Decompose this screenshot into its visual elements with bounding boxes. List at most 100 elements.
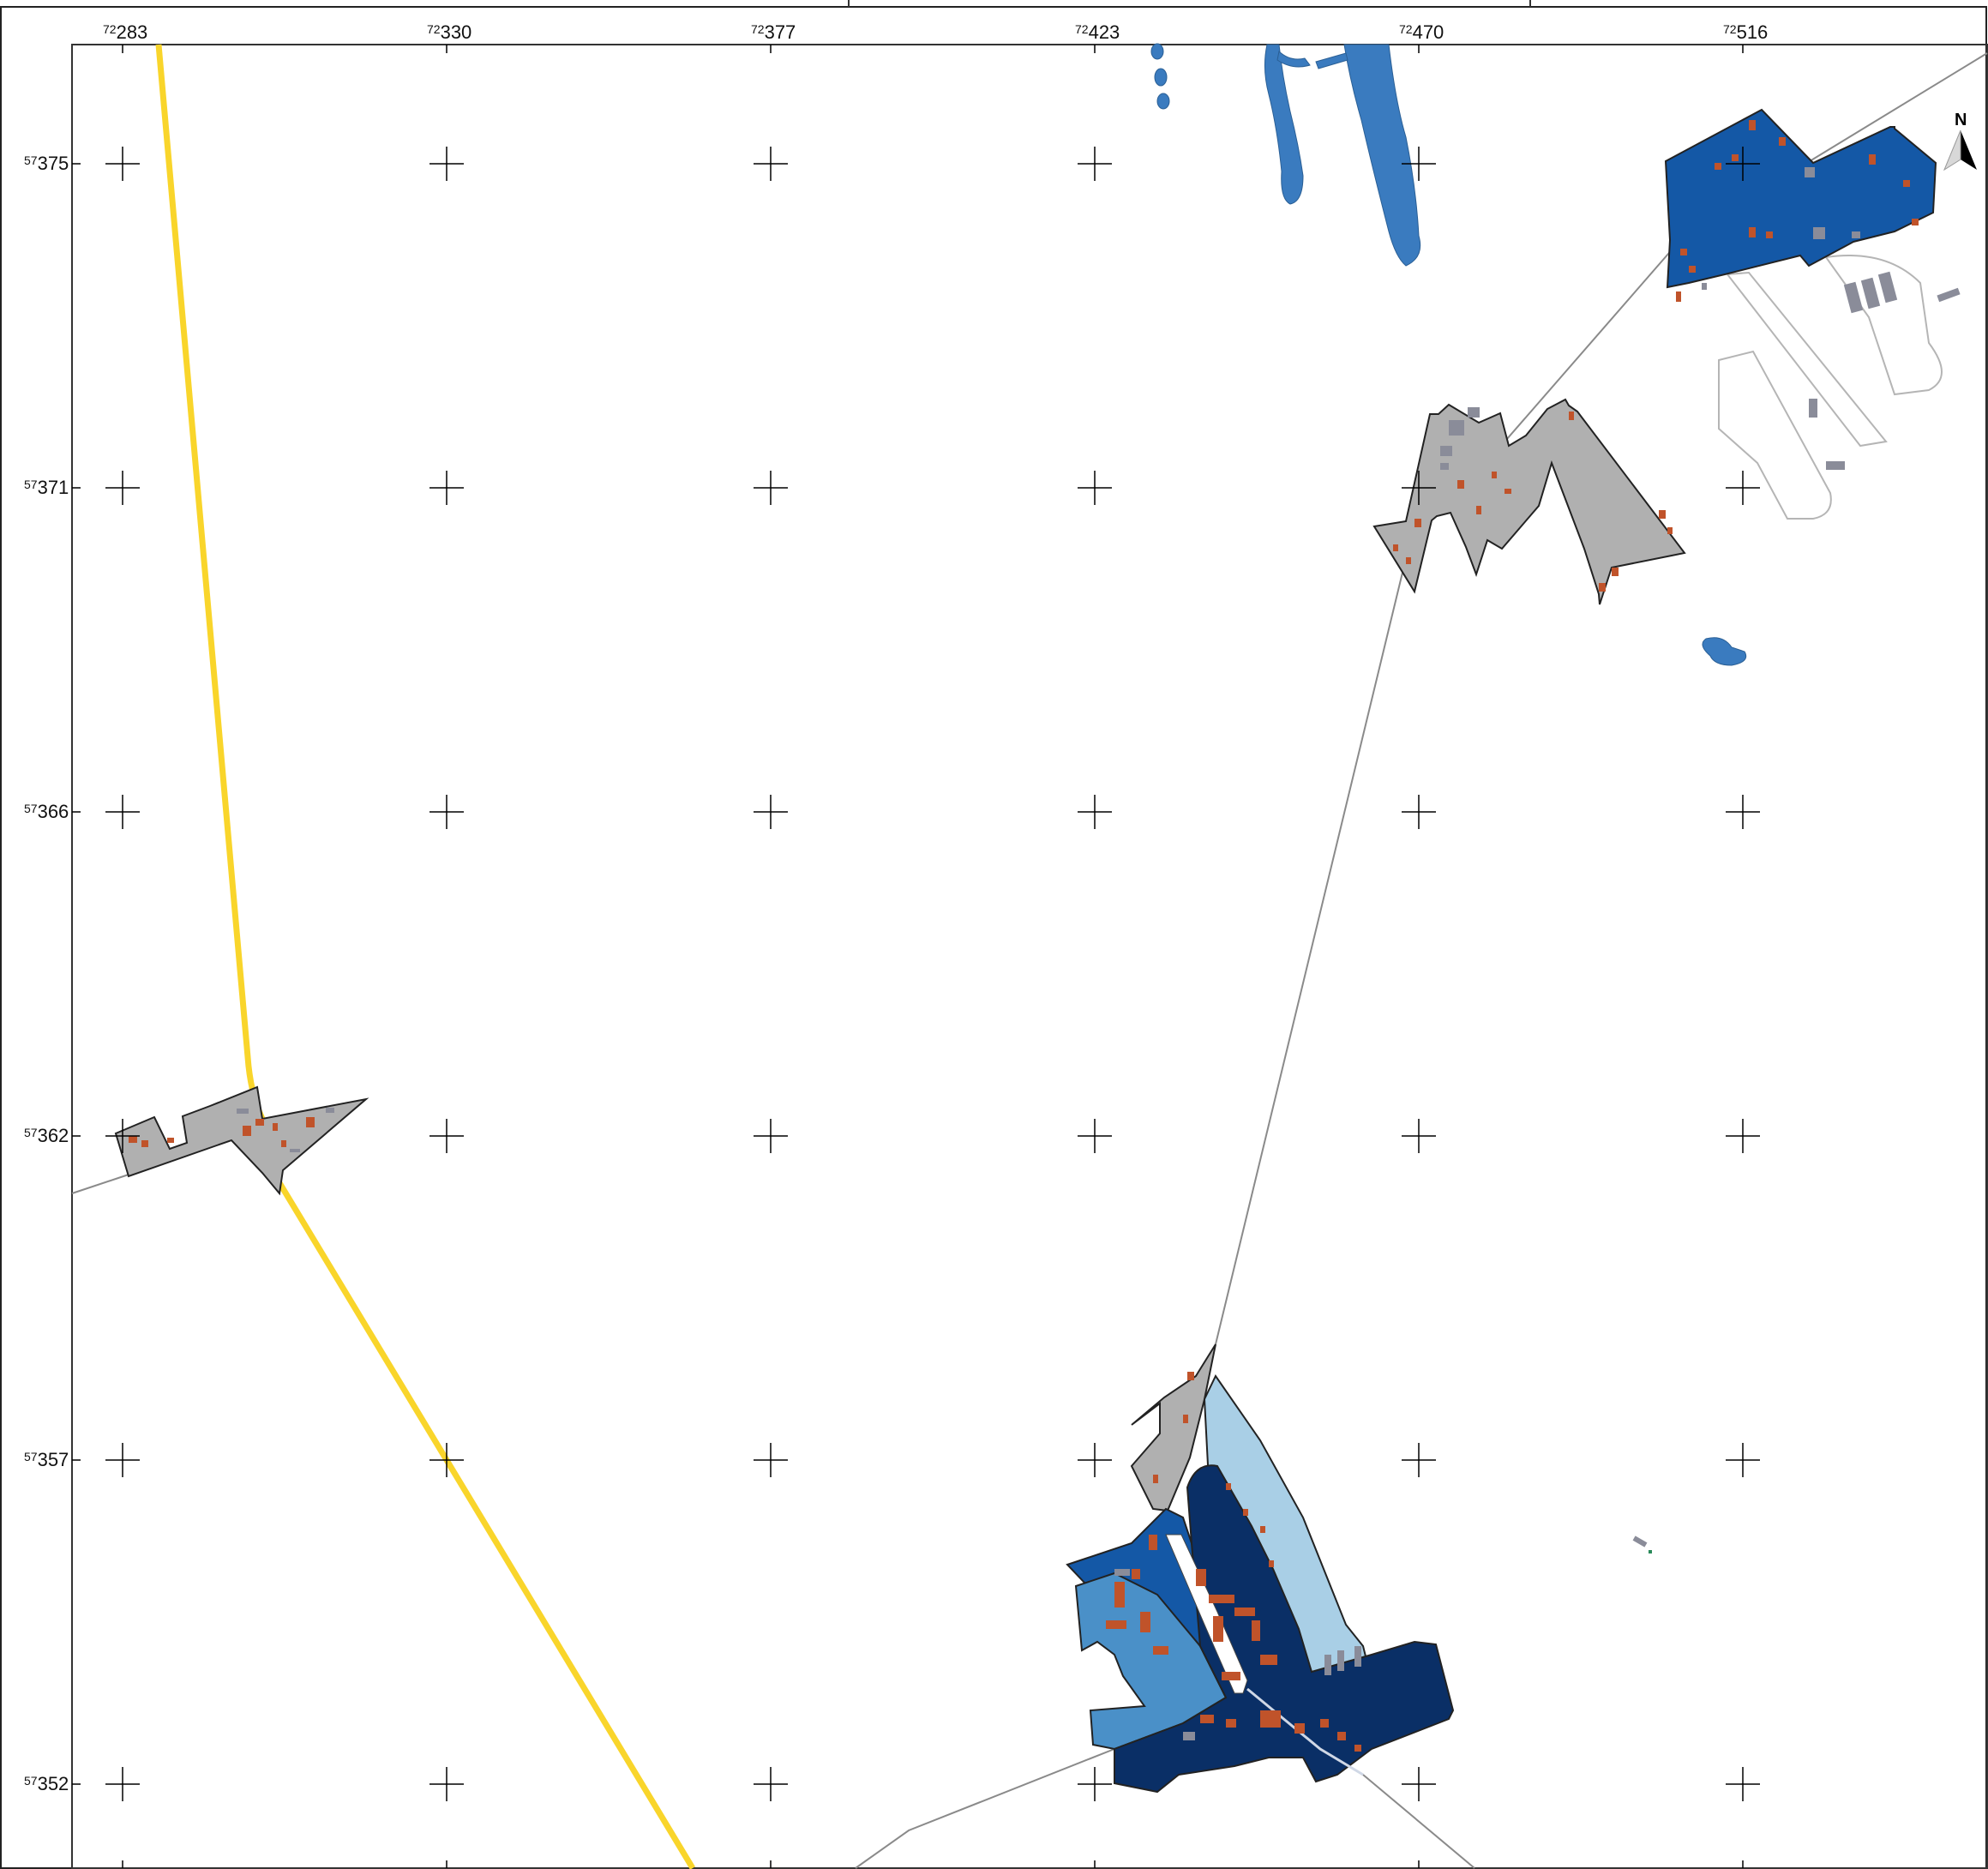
building <box>1269 1560 1274 1567</box>
building <box>1200 1715 1214 1723</box>
building <box>1209 1595 1234 1603</box>
building <box>1183 1415 1188 1423</box>
settlement-west <box>114 1085 369 1196</box>
pond-east <box>1702 637 1747 666</box>
hangar <box>1826 461 1845 470</box>
building <box>1106 1620 1126 1629</box>
x-tick-label: 72470 <box>1399 21 1444 43</box>
road-segment <box>1362 1774 1475 1869</box>
y-tick-label: 57357 <box>24 1449 69 1470</box>
lake-west <box>1264 44 1304 205</box>
building <box>1226 1719 1236 1728</box>
y-tick-label: 57362 <box>24 1125 69 1146</box>
apron-outline <box>1824 255 1943 396</box>
outbuilding <box>1440 463 1449 470</box>
buildings-west <box>129 1117 315 1147</box>
stream <box>1315 52 1348 69</box>
x-axis-labels: 72283 72330 72377 72423 72470 72516 <box>103 21 1768 43</box>
outbuilding <box>1324 1655 1331 1675</box>
outbuilding <box>1813 227 1825 239</box>
x-tick-label: 72330 <box>427 21 471 43</box>
building <box>1599 583 1606 592</box>
building <box>1414 519 1421 527</box>
buildings-north-middle <box>1393 412 1673 592</box>
x-tick-label: 72377 <box>751 21 796 43</box>
grid-crosses <box>105 147 1760 1801</box>
y-tick-label: 57352 <box>24 1773 69 1794</box>
building <box>1749 120 1756 130</box>
building <box>1153 1646 1168 1655</box>
building <box>129 1136 137 1143</box>
building <box>1222 1672 1240 1680</box>
hangars-airfield <box>1809 271 1961 470</box>
outbuilding <box>1702 283 1707 290</box>
settlement-north-middle <box>1372 398 1686 605</box>
building <box>255 1119 264 1126</box>
road-segment <box>1215 522 1415 1345</box>
building <box>1252 1620 1260 1641</box>
outbuilding <box>1114 1569 1130 1576</box>
building <box>1187 1372 1194 1380</box>
building <box>1149 1535 1157 1550</box>
outbuilding <box>290 1149 300 1152</box>
hangar <box>1860 277 1881 309</box>
building <box>1294 1723 1305 1734</box>
building <box>1153 1475 1158 1483</box>
building <box>1569 412 1574 420</box>
building <box>1667 527 1673 534</box>
border-ticks <box>72 45 1744 1868</box>
building <box>1689 266 1696 273</box>
building <box>167 1138 174 1143</box>
building <box>1680 249 1687 255</box>
building <box>1715 163 1721 170</box>
building <box>1612 568 1619 576</box>
building <box>1505 489 1511 494</box>
settlement-north-east <box>1664 108 1937 289</box>
building <box>1779 137 1786 146</box>
pond <box>1154 68 1168 87</box>
outbuilding <box>1183 1732 1195 1740</box>
building <box>306 1117 315 1127</box>
outbuilding <box>1449 420 1464 436</box>
outbuilding <box>1805 167 1815 177</box>
water-bodies <box>1150 43 1747 666</box>
buildings-north-east <box>1676 120 1919 302</box>
building <box>243 1126 251 1136</box>
building <box>1732 154 1739 161</box>
y-axis-labels: 57375 57371 57366 57362 57357 57352 <box>24 153 69 1794</box>
stream <box>1276 51 1311 68</box>
outbuildings-west <box>237 1108 334 1152</box>
building <box>1196 1569 1206 1586</box>
north-arrow-dark-half <box>1961 130 1977 170</box>
hangar <box>1877 271 1898 303</box>
outbuilding <box>1337 1650 1344 1671</box>
outbuilding <box>1440 446 1452 456</box>
outbuildings-north-east <box>1702 167 1860 290</box>
y-tick-label: 57371 <box>24 477 69 498</box>
pond <box>1156 93 1170 110</box>
building <box>1140 1612 1150 1632</box>
building <box>1260 1655 1277 1665</box>
buildings-south-town <box>1106 1372 1361 1752</box>
airfield-outline <box>1718 255 1943 520</box>
town-zone-mid <box>1074 1572 1228 1751</box>
building <box>141 1140 148 1147</box>
building <box>1337 1732 1346 1740</box>
building <box>1114 1582 1125 1608</box>
outbuilding <box>1354 1646 1361 1667</box>
building <box>1457 480 1464 489</box>
building <box>1354 1745 1361 1752</box>
x-tick-label: 72283 <box>103 21 147 43</box>
building <box>1393 544 1398 551</box>
building <box>1260 1710 1281 1728</box>
map-outer-frame <box>0 6 1987 1869</box>
town-zone-dark <box>1114 1464 1455 1794</box>
outbuilding <box>326 1108 334 1113</box>
taxiway-outline <box>1718 350 1832 520</box>
building <box>1234 1608 1255 1616</box>
building <box>1659 510 1666 519</box>
building <box>1912 219 1919 225</box>
map-neatline <box>71 44 1988 1869</box>
outbuildings-south-town <box>1114 1535 1648 1740</box>
